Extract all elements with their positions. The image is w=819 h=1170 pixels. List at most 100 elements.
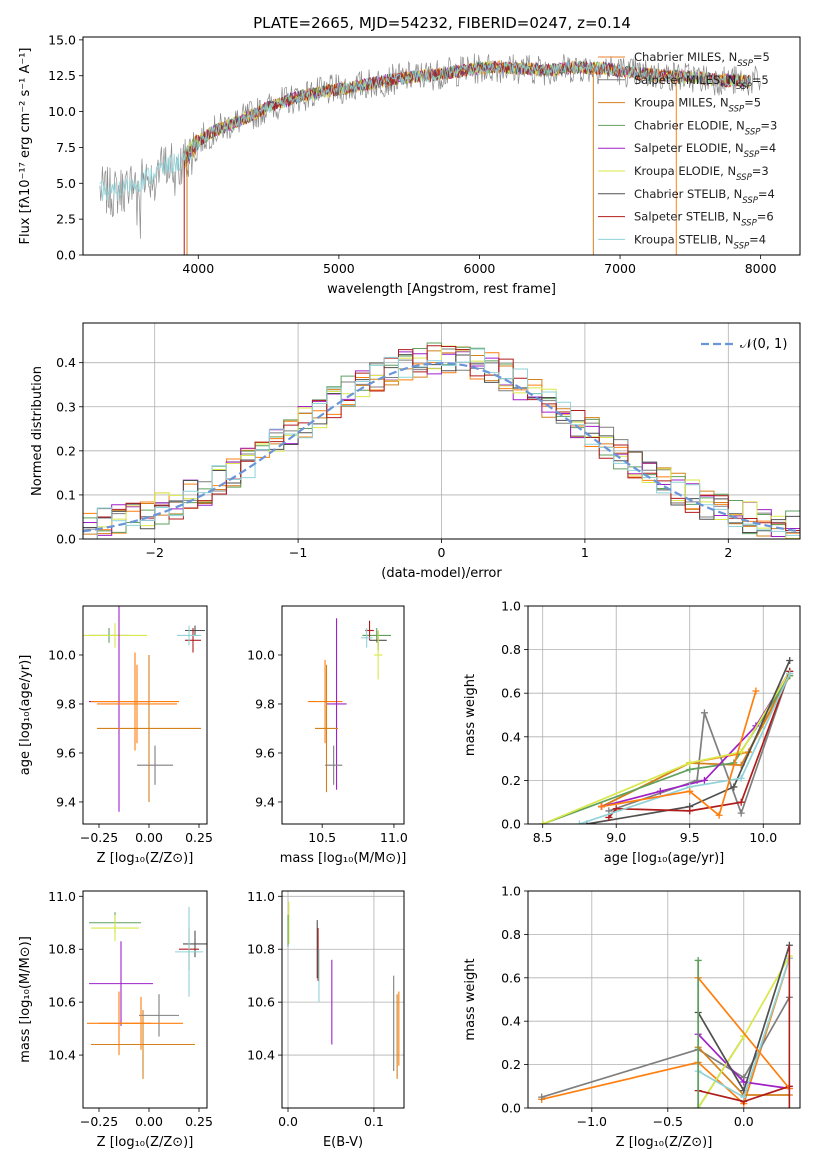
y-tick-label: 9.8 [56,696,76,711]
weight-marker [715,811,723,819]
x-tick-label: 7000 [604,261,636,276]
y-tick-label: 10.0 [247,647,275,662]
weight-line [697,977,791,1090]
weight-marker [605,813,613,821]
x-tick-label: 9.5 [680,830,700,845]
y-tick-label: 1.0 [501,884,521,899]
x-axis-label: Z [log₁₀(Z/Z⊙)] [616,1135,713,1150]
legend-model-name: Chabrier STELIB, N [634,187,742,201]
legend-nssp: =5 [753,50,770,64]
y-tick-label: 0.6 [501,970,521,985]
legend-nssp: =5 [744,96,761,110]
x-tick-label: 0.00 [135,830,163,845]
y-tick-label: 0.2 [501,1057,521,1072]
y-tick-label: 0.2 [56,443,76,458]
y-tick-label: 10.4 [48,1048,76,1063]
x-tick-label: 0.0 [734,1114,754,1129]
y-tick-label: 0.4 [56,355,76,370]
x-tick-label: 11.0 [380,830,408,845]
y-tick-label: 11.0 [247,889,275,904]
legend-label: 𝒩(0, 1) [740,337,787,352]
legend-label: Chabrier MILES, NSSP=5 [634,50,770,69]
legend-nssp: =4 [759,141,776,155]
panel-mass-vs-EBV: 0.0 0.1 10.4 10.6 10.8 11.0 E(B-V) [247,889,405,1150]
legend-label: Kroupa ELODIE, NSSP=3 [634,164,769,183]
legend-subscript: SSP [729,105,745,115]
legend-subscript: SSP [744,150,760,160]
x-tick-label: 1 [581,545,589,560]
legend-label: Salpeter MILES, NSSP=5 [634,73,769,92]
legend: Chabrier MILES, NSSP=5 Salpeter MILES, NS… [598,50,777,251]
histogram-line [83,345,800,539]
weight-marker [737,748,745,756]
legend-label: Salpeter STELIB, NSSP=6 [634,210,774,229]
weight-line [586,660,791,824]
weight-marker [786,657,794,664]
y-tick-label: 12.5 [48,68,76,83]
legend-label: Kroupa MILES, NSSP=5 [634,96,761,115]
x-axis-label: (data-model)/error [381,566,502,581]
x-axis-label: Z [log₁₀(Z/Z⊙)] [97,1135,194,1150]
axes-frame [82,890,208,1109]
axes-frame [281,890,405,1109]
y-tick-label: 7.5 [56,140,76,155]
legend-model-name: Chabrier ELODIE, N [634,118,745,132]
weight-marker [737,809,745,817]
weight-marker [700,709,708,717]
y-tick-label: 0.8 [501,642,521,657]
y-tick-label: 10.0 [48,647,76,662]
panel-mass-vs-Z: −0.25 0.00 0.25 10.4 10.6 10.8 11.0 Z [log₁₀(Z/… [18,889,213,1150]
y-tick-label: 9.4 [56,794,76,809]
plot-area [287,901,400,1079]
weight-marker [686,766,694,773]
legend-nssp: =4 [758,187,775,201]
y-axis-label: mass [log₁₀(M/M⊙)] [18,936,33,1063]
legend-model-name: Salpeter STELIB, N [634,210,741,224]
x-tick-label: −0.5 [653,1114,683,1129]
y-tick-label: 5.0 [56,176,76,191]
weight-marker [656,787,664,795]
plot-area [99,53,761,255]
y-tick-label: 11.0 [48,889,76,904]
legend-label: Chabrier ELODIE, NSSP=3 [634,118,777,137]
legend-model-name: Salpeter ELODIE, N [634,141,744,155]
y-tick-label: 0.3 [56,399,76,414]
weight-marker [538,1093,546,1101]
panel-weight-vs-Z: −1.0 −0.5 0.0 0.0 0.2 0.4 0.6 0.8 1.0 Z [log₁₀(Z/… [463,884,801,1150]
legend-label: Kroupa STELIB, NSSP=4 [634,232,766,251]
legend-nssp: =6 [757,210,774,224]
legend-nssp: =5 [752,73,769,87]
legend-subscript: SSP [736,173,752,183]
legend-subscript: SSP [734,241,750,251]
x-tick-label: 0.25 [185,1114,213,1129]
x-tick-label: 10.0 [749,830,777,845]
weight-line [601,690,757,817]
y-tick-label: 9.4 [255,794,275,809]
weight-marker [539,820,547,824]
y-tick-label: 0.4 [501,729,521,744]
y-tick-label: 0.2 [501,773,521,788]
x-tick-label: 0.1 [364,1114,384,1129]
x-tick-label: 8000 [745,261,777,276]
y-tick-label: 10.6 [48,995,76,1010]
legend-model-name: Kroupa STELIB, N [634,232,734,246]
weight-line [697,960,745,1108]
x-tick-label: 4000 [182,261,214,276]
weight-marker [575,820,583,824]
weight-marker [730,783,738,791]
weight-line [542,670,791,824]
legend-nssp: =3 [760,118,777,132]
spectrum-line [99,60,750,202]
y-axis-label: mass weight [463,958,478,1040]
y-tick-label: 10.6 [247,995,275,1010]
y-tick-label: 0.1 [56,487,76,502]
weight-marker [737,798,745,806]
x-tick-label: 0.25 [185,830,213,845]
y-tick-label: 10.4 [247,1048,275,1063]
weight-marker [686,807,694,815]
x-axis-label: E(B-V) [323,1135,363,1150]
x-axis-label: wavelength [Angstrom, rest frame] [327,282,556,297]
weight-line [601,673,791,808]
y-tick-label: 10.8 [48,942,76,957]
y-tick-label: 0.0 [56,532,76,547]
